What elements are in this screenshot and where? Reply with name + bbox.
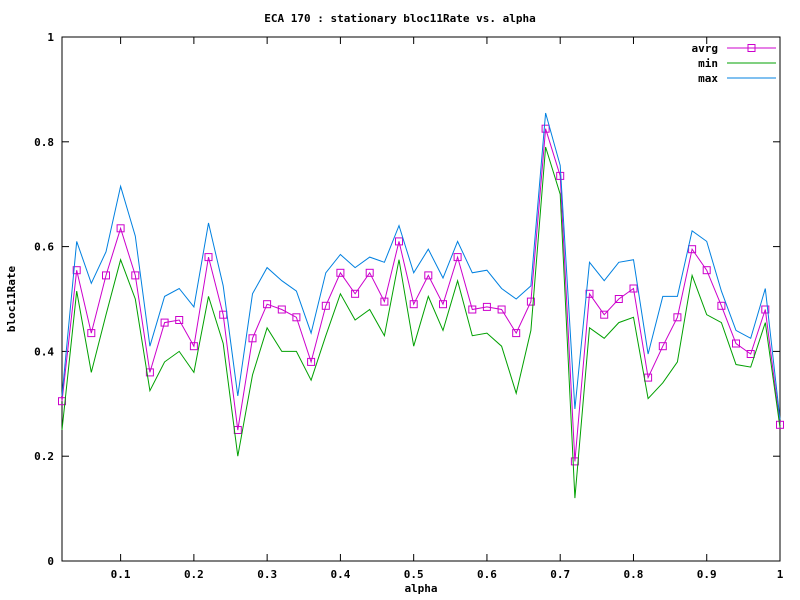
x-tick-label: 0.3 bbox=[257, 568, 277, 581]
data-point-marker bbox=[321, 301, 330, 310]
axis-ticks bbox=[62, 36, 781, 562]
data-point-marker bbox=[248, 334, 257, 343]
x-tick-label: 0.9 bbox=[697, 568, 717, 581]
data-point-marker bbox=[160, 318, 169, 327]
data-point-marker bbox=[351, 289, 360, 298]
data-point-marker bbox=[439, 300, 447, 309]
plot-content: 0.1 0.2 0.3 0.4 0.5 0.6 0.7 0.8 0.9 1 0 0.2 0.4 0.6 0.… bbox=[34, 31, 784, 581]
data-point-marker bbox=[614, 295, 623, 303]
data-point-marker bbox=[658, 342, 667, 351]
data-point-marker bbox=[688, 245, 697, 254]
x-axis-label: alpha bbox=[404, 582, 437, 595]
data-point-marker bbox=[204, 253, 213, 262]
data-point-marker bbox=[746, 350, 755, 358]
legend-label: min bbox=[698, 57, 718, 70]
data-point-marker bbox=[336, 268, 345, 277]
x-tick-label: 0.7 bbox=[550, 568, 570, 581]
legend-item-min: min bbox=[698, 57, 776, 70]
data-point-marker bbox=[717, 301, 726, 310]
data-point-marker bbox=[145, 368, 154, 377]
y-tick-label: 0 bbox=[47, 555, 54, 568]
data-point-marker bbox=[263, 300, 272, 309]
y-tick-label: 1 bbox=[47, 31, 54, 44]
data-point-marker bbox=[380, 297, 389, 306]
data-point-marker bbox=[395, 237, 403, 246]
data-point-marker bbox=[307, 357, 316, 366]
data-point-marker bbox=[673, 313, 682, 322]
plot-overlay: avrg min max bbox=[58, 42, 784, 499]
data-point-marker bbox=[131, 271, 140, 280]
x-tick-label: 1 bbox=[777, 568, 784, 581]
x-tick-label: 0.5 bbox=[404, 568, 424, 581]
data-point-marker bbox=[102, 271, 110, 280]
chart-title: ECA 170 : stationary bloc11Rate vs. alph… bbox=[264, 12, 536, 25]
x-tick-label: 0.8 bbox=[624, 568, 644, 581]
plot-border bbox=[61, 36, 781, 562]
data-point-marker bbox=[702, 266, 711, 275]
tick-labels: 0.1 0.2 0.3 0.4 0.5 0.6 0.7 0.8 0.9 1 0 0.2 0.4 0.6 0.… bbox=[34, 31, 784, 581]
y-tick-label: 0.8 bbox=[34, 136, 54, 149]
data-point-marker bbox=[453, 253, 462, 262]
legend-item-avrg: avrg bbox=[692, 42, 776, 55]
data-point-marker bbox=[600, 310, 609, 319]
y-axis-label: bloc11Rate bbox=[5, 266, 18, 333]
x-tick-label: 0.6 bbox=[477, 568, 497, 581]
legend-label: max bbox=[698, 72, 718, 85]
data-point-marker bbox=[732, 339, 740, 348]
data-point-marker bbox=[468, 305, 477, 314]
x-tick-label: 0.2 bbox=[184, 568, 204, 581]
data-point-marker bbox=[292, 313, 301, 322]
series-avrg-markers bbox=[58, 124, 784, 466]
legend-label: avrg bbox=[692, 42, 719, 55]
data-point-marker bbox=[277, 305, 286, 314]
data-point-marker bbox=[175, 316, 184, 324]
x-tick-label: 0.4 bbox=[330, 568, 350, 581]
data-point-marker bbox=[116, 224, 125, 233]
legend: avrg min max bbox=[692, 42, 776, 85]
data-point-marker bbox=[87, 329, 96, 338]
data-point-marker bbox=[409, 300, 418, 309]
y-tick-label: 0.2 bbox=[34, 450, 54, 463]
data-point-marker bbox=[424, 271, 433, 280]
data-point-marker bbox=[761, 305, 770, 314]
legend-marker-sample bbox=[747, 44, 756, 52]
y-tick-label: 0.4 bbox=[34, 345, 54, 358]
data-point-marker bbox=[365, 268, 374, 277]
data-point-marker bbox=[482, 302, 491, 311]
series-max-line bbox=[61, 112, 781, 420]
data-point-marker bbox=[629, 284, 638, 293]
y-tick-label: 0.6 bbox=[34, 241, 54, 254]
data-point-marker bbox=[776, 420, 784, 429]
series-min-line bbox=[61, 146, 781, 499]
legend-item-max: max bbox=[698, 72, 776, 85]
data-point-marker bbox=[189, 342, 198, 351]
data-point-marker bbox=[72, 266, 81, 275]
x-tick-label: 0.1 bbox=[111, 568, 131, 581]
data-point-marker bbox=[541, 124, 550, 133]
data-point-marker bbox=[512, 329, 521, 338]
data-point-marker bbox=[526, 297, 535, 306]
data-point-marker bbox=[497, 305, 506, 314]
series-avrg-line bbox=[61, 128, 781, 462]
